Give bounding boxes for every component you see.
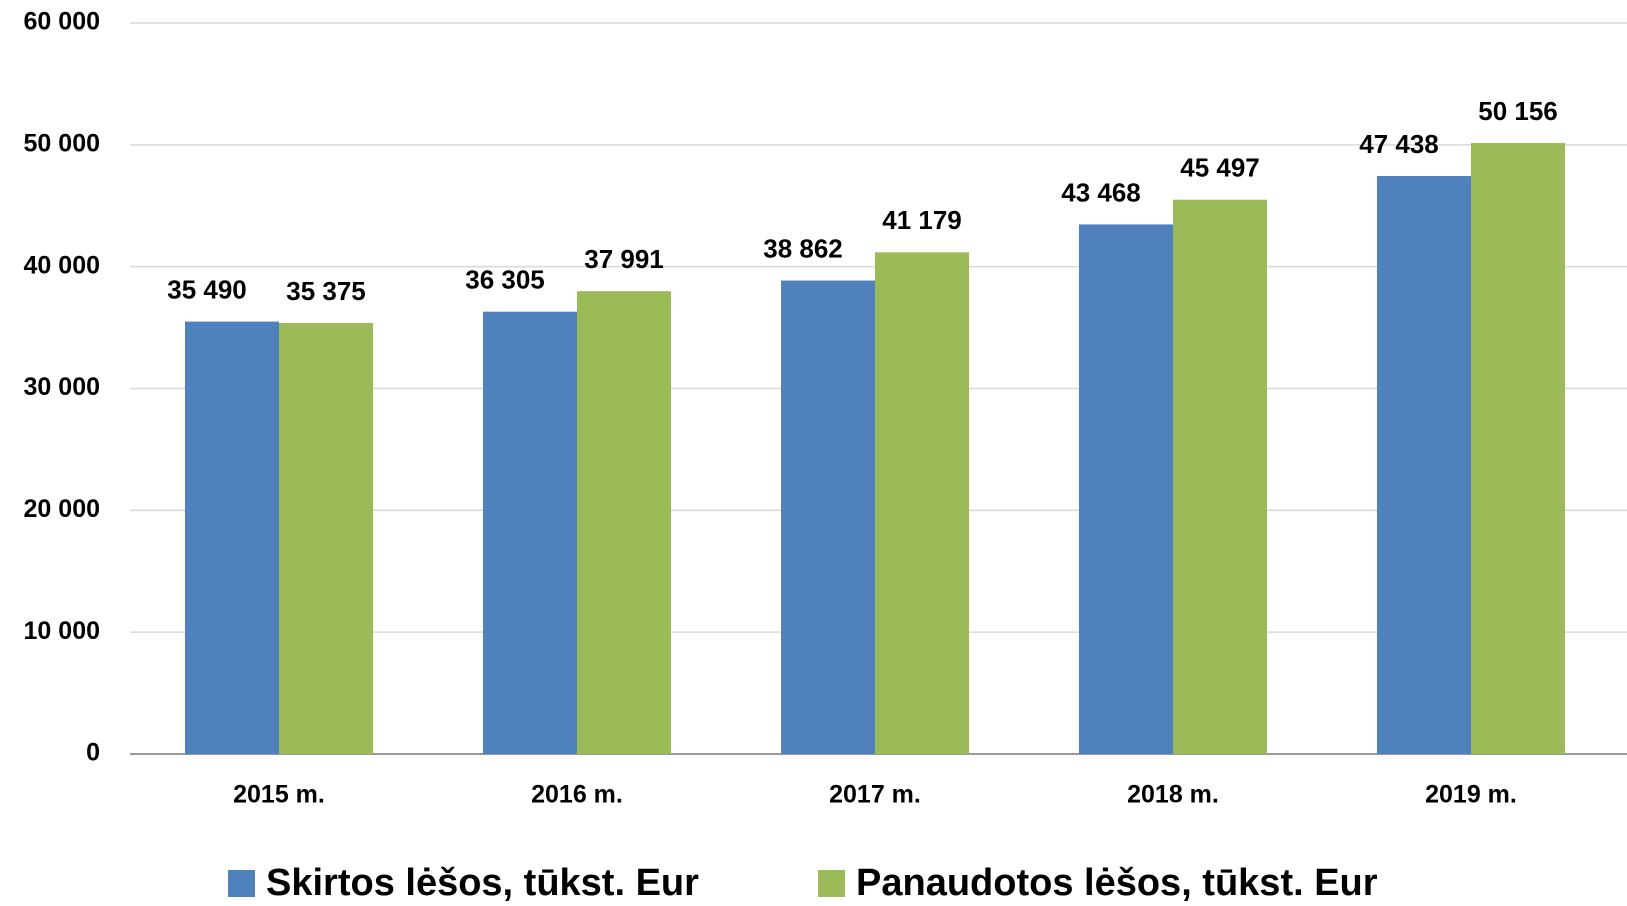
x-tick-label: 2018 m. [1127,781,1219,809]
bar [1173,199,1267,754]
legend-label: Panaudotos lėšos, tūkst. Eur [856,862,1378,904]
y-tick-label: 60 000 [24,8,100,36]
y-tick-label: 10 000 [24,617,100,645]
y-tick-label: 50 000 [24,129,100,157]
bar [577,291,671,754]
y-tick-label: 30 000 [24,373,100,401]
data-label: 43 468 [1061,177,1141,207]
x-tick-label: 2016 m. [531,781,623,809]
data-label: 47 438 [1359,129,1439,159]
y-tick-label: 40 000 [24,251,100,279]
bar [1471,142,1565,754]
data-label: 41 179 [882,205,962,235]
data-label: 35 375 [286,276,366,306]
data-label: 35 490 [167,274,247,304]
bar [185,321,279,754]
legend-swatch [818,870,845,897]
data-label: 38 862 [763,233,843,263]
y-tick-label: 0 [86,739,100,767]
bar [875,252,969,754]
legend-swatch [228,870,255,897]
data-label: 45 497 [1180,153,1260,183]
x-tick-label: 2017 m. [829,781,921,809]
bar [1377,176,1471,755]
bar [483,311,577,754]
data-label: 37 991 [584,244,664,274]
bar [781,280,875,754]
bar [1079,224,1173,755]
x-tick-label: 2015 m. [233,781,325,809]
x-tick-label: 2019 m. [1425,781,1517,809]
y-tick-label: 20 000 [24,495,100,523]
legend-label: Skirtos lėšos, tūkst. Eur [266,862,699,904]
data-label: 50 156 [1478,96,1558,126]
bar [279,323,373,754]
data-label: 36 305 [465,265,545,295]
